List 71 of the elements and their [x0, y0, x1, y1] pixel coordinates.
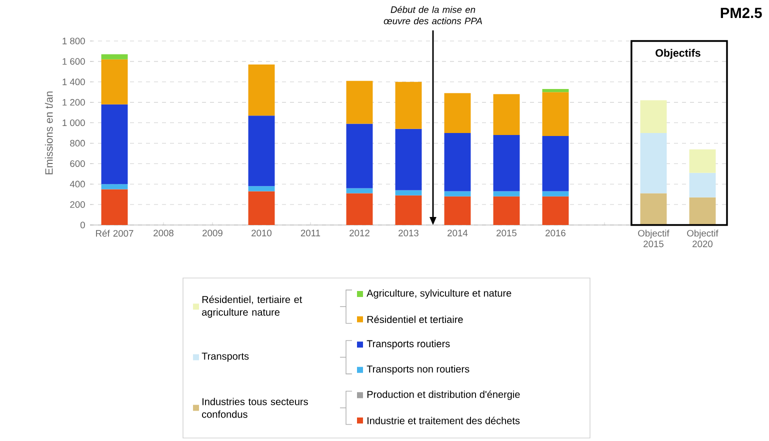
legend-label: Résidentiel et tertiaire	[367, 316, 463, 324]
bar	[689, 149, 716, 173]
bar	[346, 80, 373, 124]
legend-label: Transports routiers	[366, 340, 450, 350]
legend-label: Transports non routiers	[366, 365, 470, 375]
bar	[395, 190, 422, 196]
x-tick-label: 2012	[350, 230, 370, 236]
bar	[493, 196, 520, 225]
legend-label: Production et distribution d'énergie	[367, 390, 520, 400]
y-tick-label: 400	[70, 180, 85, 188]
bar	[542, 191, 569, 196]
bar	[444, 196, 471, 225]
bar	[640, 132, 667, 194]
bar	[395, 195, 422, 225]
bar	[248, 186, 275, 192]
y-axis-title: Emissions en t/an	[44, 92, 53, 174]
bar	[542, 196, 569, 225]
y-tick-label: 1 000	[62, 119, 85, 126]
bar	[395, 128, 422, 190]
bar	[689, 197, 716, 225]
text: Début de la mise en œuvre des actions PPA	[384, 6, 482, 24]
x-tick-label: 2013	[398, 230, 418, 236]
bar	[101, 54, 128, 60]
y-tick-label: 1 800	[62, 38, 85, 44]
bar	[444, 132, 471, 192]
legend-label: Transports	[202, 352, 249, 362]
y-tick-label: 800	[70, 140, 85, 147]
y-tick-label: 1 400	[62, 78, 85, 86]
y-tick-label: 200	[70, 201, 85, 208]
legend-label: Industries tous secteurs confondus	[202, 398, 308, 418]
bar	[444, 93, 471, 133]
y-tick-label: 1 200	[62, 99, 85, 106]
bar	[346, 193, 373, 225]
bar	[542, 89, 569, 92]
y-tick-label: 0	[80, 222, 85, 228]
x-tick-label: Réf 2007	[96, 230, 134, 237]
legend-label: Agriculture, sylviculture et nature	[366, 289, 512, 299]
bar	[101, 104, 128, 184]
bar	[346, 124, 373, 188]
bar	[248, 64, 275, 116]
x-tick-label: 2008	[154, 230, 174, 236]
bar	[395, 82, 422, 129]
bar	[542, 136, 569, 192]
x-tick-label: Objectif 2015	[638, 230, 670, 248]
x-tick-label: 2009	[202, 230, 222, 236]
x-tick-label: Objectif 2020	[687, 230, 718, 248]
bar	[101, 184, 128, 190]
bar	[689, 172, 716, 198]
bar	[493, 191, 520, 196]
legend-label: Industrie et traitement des déchets	[368, 416, 520, 424]
bar	[493, 94, 520, 136]
x-tick-label: 2010	[252, 230, 272, 236]
bar	[101, 189, 128, 225]
bar	[493, 135, 520, 192]
y-tick-label: 600	[70, 160, 85, 167]
chart-title: PM2.5	[720, 8, 762, 18]
x-tick-label: 2015	[496, 230, 516, 236]
annotation: Objectifs	[656, 48, 700, 59]
x-tick-label: 2014	[448, 230, 468, 236]
bar	[542, 92, 569, 136]
bar	[248, 191, 275, 225]
bar	[640, 193, 667, 225]
legend-label: Résidentiel, tertiaire et agriculture nature	[202, 296, 302, 318]
x-tick-label: 2011	[300, 230, 320, 236]
x-tick-label: 2016	[546, 230, 566, 236]
y-tick-label: 1 600	[62, 58, 85, 65]
bar	[248, 116, 275, 186]
bar	[346, 188, 373, 194]
bar	[640, 100, 667, 133]
bar	[444, 191, 471, 196]
bar	[101, 59, 128, 104]
